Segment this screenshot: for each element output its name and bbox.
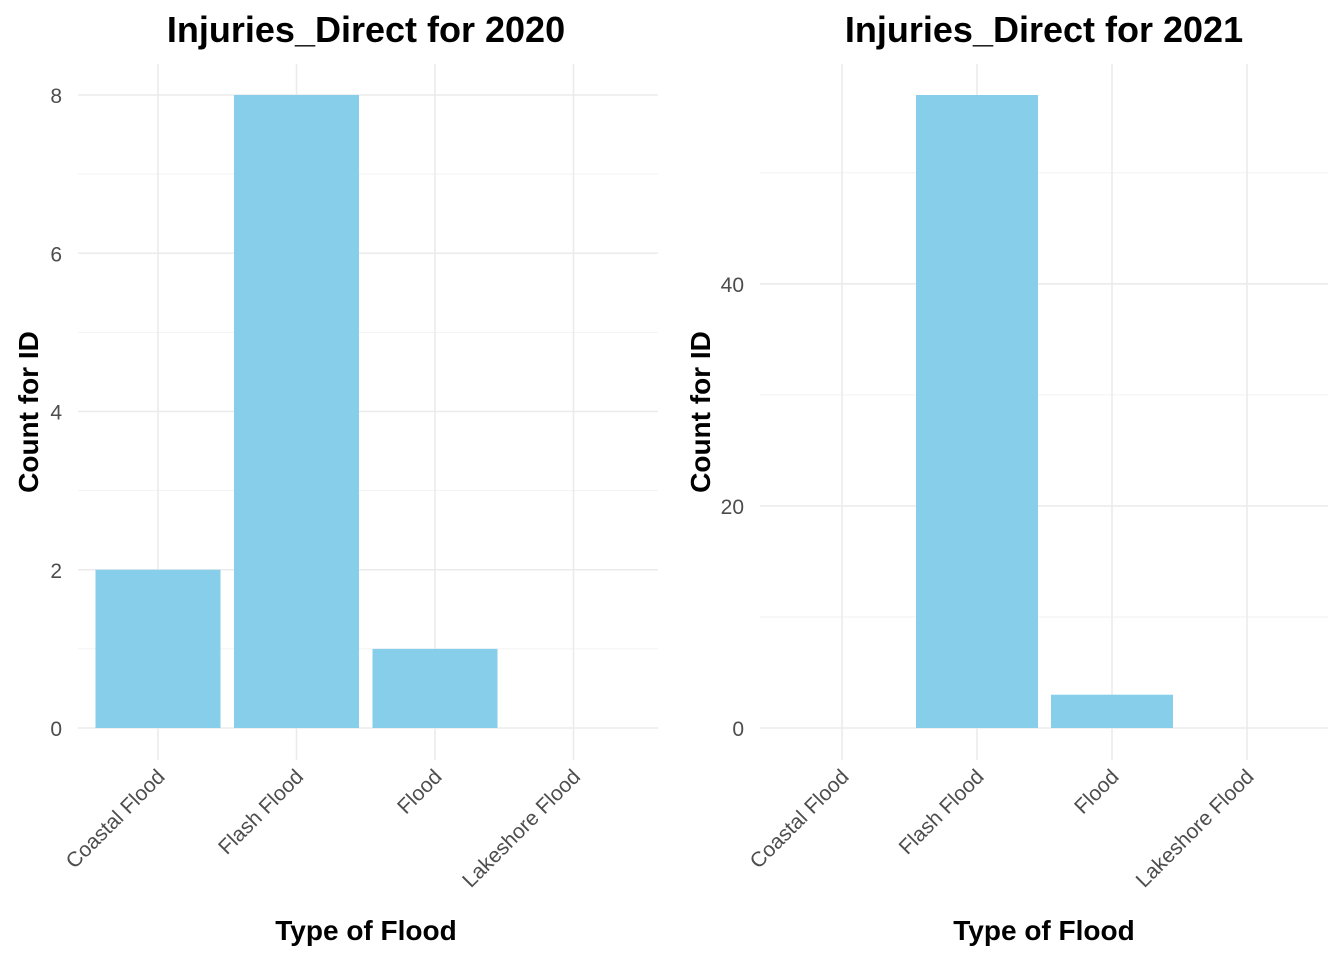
- y-tick-label: 0: [50, 718, 62, 741]
- bar-flash-flood: [234, 95, 359, 728]
- y-tick-label: 2: [50, 560, 62, 583]
- x-tick-label: Coastal Flood: [746, 765, 854, 873]
- bar-flood: [372, 648, 498, 728]
- x-tick-label: Coastal Flood: [62, 765, 170, 873]
- chart-title: Injuries_Direct for 2021: [845, 9, 1243, 50]
- x-tick-label: Flash Flood: [214, 765, 308, 859]
- y-tick-label: 0: [732, 718, 744, 741]
- bar-flood: [1051, 694, 1173, 728]
- chart-panel-2: 0 20 40 Coastal Flood Flash Flood Flood Lakesh…: [685, 9, 1328, 946]
- bar-coastal-flood: [95, 569, 221, 728]
- y-tick-label: 6: [50, 243, 62, 266]
- x-axis-label: Type of Flood: [275, 915, 456, 946]
- y-axis-label: Count for ID: [13, 331, 44, 493]
- x-tick-label: Flood: [1070, 765, 1123, 818]
- x-tick-label: Lakeshore Flood: [1132, 765, 1259, 892]
- y-tick-label: 20: [721, 496, 744, 519]
- x-axis-label: Type of Flood: [953, 915, 1134, 946]
- bar-flash-flood: [916, 95, 1038, 728]
- x-tick-label: Flood: [393, 765, 446, 818]
- y-tick-label: 40: [721, 274, 744, 297]
- chart-panel-1: 0 2 4 6 8 Coastal Flood Flash Flood Flood Lakesh…: [13, 9, 658, 946]
- x-tick-label: Lakeshore Flood: [458, 765, 585, 892]
- y-tick-label: 4: [50, 402, 62, 425]
- y-axis-label: Count for ID: [685, 331, 716, 493]
- y-tick-label: 8: [50, 85, 62, 108]
- chart-title: Injuries_Direct for 2020: [167, 9, 565, 50]
- x-tick-label: Flash Flood: [895, 765, 989, 859]
